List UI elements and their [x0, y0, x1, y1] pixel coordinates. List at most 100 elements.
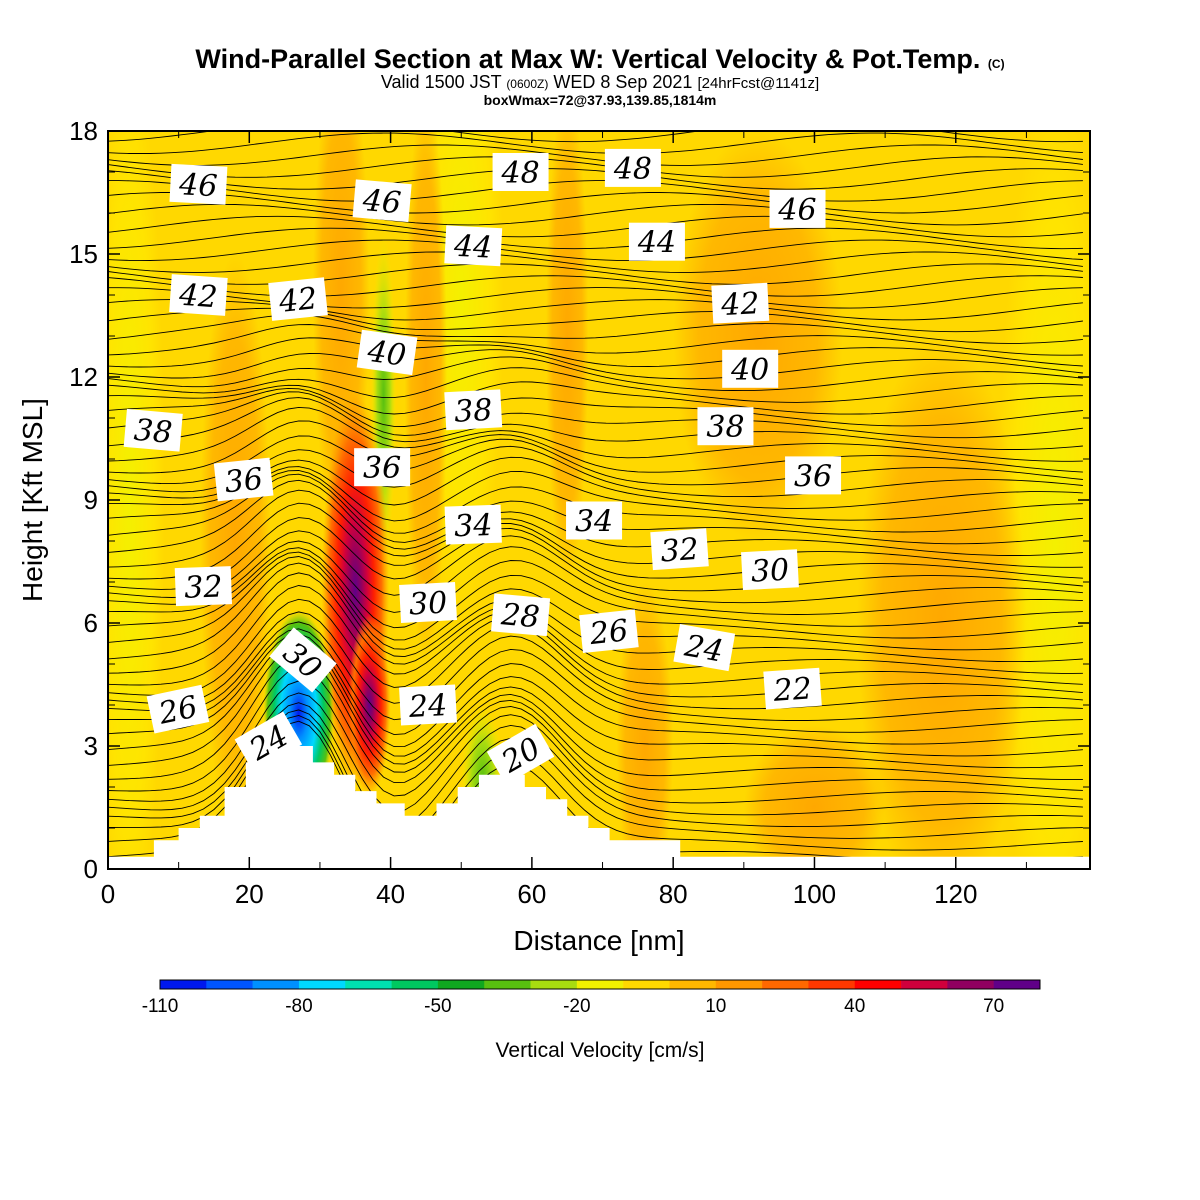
isentrope-line [108, 540, 1083, 615]
colorbar-swatch [437, 980, 485, 989]
forecast-info: [24hrFcst@1141z] [697, 75, 820, 92]
isentrope-line [108, 203, 1083, 226]
isentrope-label-box [169, 274, 228, 316]
isentrope-label-text: 38 [133, 413, 174, 451]
valid-time-utc: (0600Z) [506, 77, 549, 91]
chart-title-mark: (C) [987, 57, 1005, 71]
isentrope-label-text: 46 [360, 183, 402, 221]
colorbar: -110 -80 -50 -20 10 40 70 [142, 979, 1041, 1017]
isentrope-label-box [769, 189, 826, 228]
isentrope-line [108, 307, 1083, 333]
y-tick-label: 12 [69, 362, 98, 392]
isentrope-line [108, 397, 1083, 450]
isentrope-line [108, 215, 1083, 238]
y-tick-label: 3 [84, 731, 98, 761]
isentrope-line [108, 420, 1083, 474]
isentrope-line [108, 445, 1083, 498]
isentrope-line [108, 132, 1083, 154]
isentrope-line [108, 692, 1083, 816]
colorbar-swatch [391, 980, 439, 989]
isentrope-label-text: 40 [365, 334, 409, 374]
isentrope-label-box [785, 456, 842, 495]
isentrope-label: 44 [444, 225, 503, 267]
x-axis: 0 20 40 60 80 100 120 [101, 131, 1027, 909]
isentrope-label-box [486, 723, 555, 785]
isentrope-label-box [722, 349, 779, 388]
isentrope-line [108, 387, 1083, 427]
chart-title-text: Wind-Parallel Section at Max W: Vertical… [195, 44, 981, 74]
isentrope-label-box [444, 504, 502, 545]
colorbar-tick-label: 40 [844, 996, 865, 1017]
colorbar-swatch [854, 980, 902, 989]
colorbar-title: Vertical Velocity [cm/s] [496, 1039, 705, 1062]
isentrope-label-box [628, 222, 685, 261]
isentrope-line [108, 349, 1083, 380]
y-tick-label: 15 [69, 239, 98, 269]
colorbar-swatch [993, 980, 1041, 989]
isentrope-label: 24 [399, 684, 457, 726]
isentrope-label-box [146, 684, 210, 734]
isentrope-label-box [604, 148, 661, 187]
isentrope-line [108, 144, 1083, 166]
isentrope-label: 48 [492, 153, 549, 191]
x-tick-label: 80 [659, 879, 688, 909]
valid-date: WED 8 Sep 2021 [553, 72, 693, 92]
isentrope-line [108, 551, 1083, 641]
colorbar-swatch [298, 980, 346, 989]
isentrope-label-box [566, 501, 623, 540]
isentrope-line [108, 489, 1083, 568]
isentrope-label-text: 32 [184, 569, 223, 605]
isentrope-label: 36 [213, 457, 274, 502]
terrain-mask [108, 746, 1090, 869]
isentrope-label: 32 [650, 528, 709, 571]
x-tick-label: 120 [934, 879, 977, 909]
x-tick-label: 0 [101, 879, 115, 909]
isentrope-line [108, 598, 1083, 698]
isentrope-label-text: 42 [177, 278, 219, 316]
orange-band-east [546, 131, 589, 582]
colorbar-swatch [345, 980, 392, 989]
isentrope-label-box [444, 389, 503, 431]
colorbar-tick-label: 70 [983, 996, 1004, 1017]
isentrope-label-text: 46 [177, 167, 218, 204]
isentrope-label: 40 [722, 349, 779, 388]
isentrope-label-text: 40 [730, 353, 769, 388]
isentrope-label: 42 [268, 277, 328, 321]
yellow-patch-west [108, 131, 165, 869]
isentrope-label-text: 46 [777, 193, 816, 228]
colorbar-swatch [530, 980, 578, 989]
isentrope-line [108, 621, 1083, 721]
isentrope-line [108, 337, 1083, 368]
isentrope-label-box [399, 582, 457, 623]
isentrope-label: 38 [444, 389, 503, 431]
colorbar-tick-label: -110 [142, 996, 179, 1017]
colorbar-swatch [160, 980, 207, 989]
colorbar-swatch [901, 980, 948, 989]
isentrope-line [108, 628, 1083, 736]
isentrope-label: 46 [769, 189, 826, 228]
isentrope-label: 24 [673, 624, 736, 672]
isentrope-line [108, 680, 1083, 804]
y-tick-label: 18 [69, 116, 98, 146]
isentrope-label: 38 [123, 408, 183, 452]
isentrope-label-text: 36 [223, 462, 265, 501]
isentrope-line [108, 180, 1083, 202]
isentrope-label: 38 [697, 407, 754, 446]
isentrope-line [108, 645, 1083, 769]
y-tick-label: 9 [84, 485, 98, 515]
isentrope-label-box [268, 277, 328, 321]
isentrope-label-text: 44 [452, 229, 493, 266]
isentrope-label: 28 [491, 593, 551, 637]
isentrope-label-text: 36 [363, 451, 401, 486]
isentrope-label-box [763, 667, 822, 710]
isentrope-label-box [492, 153, 549, 191]
isentrope-line [108, 324, 1083, 356]
isentrope-label-text: 34 [454, 508, 493, 544]
colorbar-swatch [252, 980, 300, 989]
isentrope-label-box [234, 711, 303, 773]
y-tick-label: 6 [84, 608, 98, 638]
isentrope-label-text: 24 [407, 688, 448, 725]
box-info: boxWmax=72@37.93,139.85,1814m [483, 92, 717, 108]
isentrope-label-box [213, 457, 274, 502]
